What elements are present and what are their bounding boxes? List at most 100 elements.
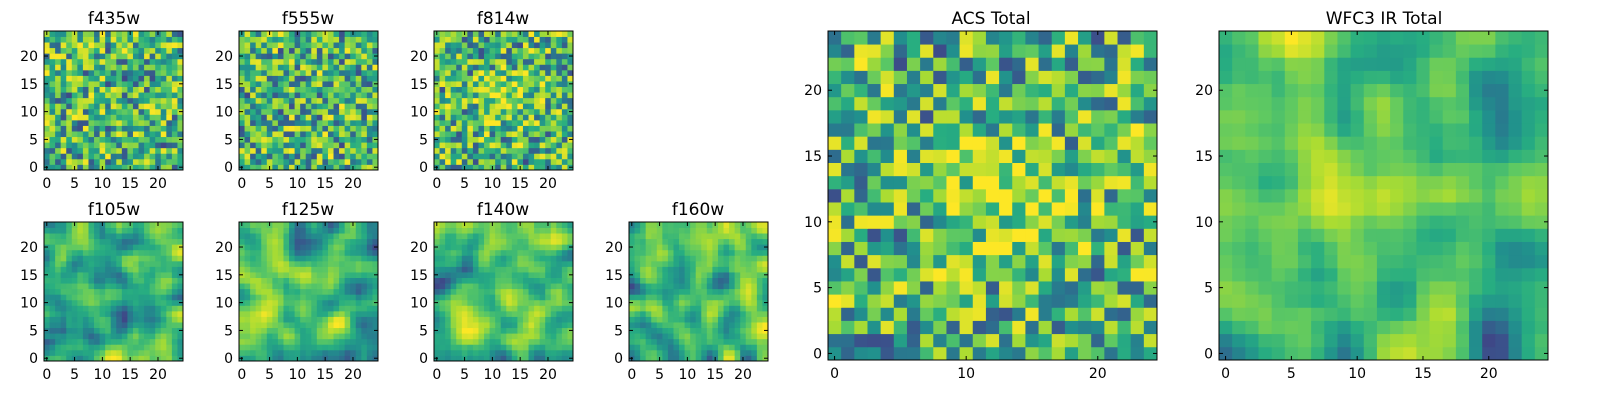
heatmap-cell	[132, 58, 139, 65]
heatmap-cell	[366, 53, 373, 60]
heatmap-cell	[567, 344, 574, 351]
heatmap-cell	[762, 349, 769, 356]
heatmap-cell	[717, 249, 724, 256]
heatmap-cell	[545, 316, 552, 323]
heatmap-cell	[244, 108, 251, 115]
heatmap-cell	[467, 355, 474, 362]
heatmap-cell	[634, 272, 641, 278]
heatmap-cell	[472, 327, 479, 334]
heatmap-cell	[300, 119, 307, 126]
heatmap-cell	[567, 310, 574, 317]
panel-title-f105w: f105w	[88, 200, 140, 220]
heatmap-cell	[255, 305, 262, 312]
heatmap-cell	[361, 164, 368, 171]
heatmap-cell	[556, 294, 563, 301]
heatmap-cell	[82, 255, 89, 262]
heatmap-cell	[239, 64, 245, 71]
heatmap-cell	[244, 164, 251, 171]
heatmap-cell	[434, 75, 440, 82]
heatmap-cell	[49, 344, 56, 351]
heatmap-cells-f125w	[239, 222, 379, 362]
heatmap-cell	[283, 142, 290, 149]
heatmap-cell	[166, 81, 173, 87]
heatmap-cell	[1064, 228, 1079, 242]
heatmap-cell	[461, 288, 468, 295]
heatmap-cell	[467, 327, 474, 334]
heatmap-cell	[1117, 162, 1132, 177]
heatmap-cell	[250, 327, 257, 334]
heatmap-cell	[344, 97, 351, 104]
heatmap-cell	[534, 136, 541, 143]
heatmap-cell	[316, 147, 323, 154]
heatmap-cell	[472, 47, 479, 54]
heatmap-cell	[751, 260, 758, 267]
heatmap-cell	[756, 227, 763, 234]
heatmap-cell	[355, 136, 362, 143]
heatmap-cell	[177, 75, 184, 82]
heatmap-cell	[171, 260, 178, 267]
heatmap-cell	[116, 75, 123, 82]
heatmap-cell	[434, 266, 440, 273]
heatmap-cell	[110, 349, 117, 356]
heatmap-cell	[316, 355, 323, 362]
heatmap-cell	[127, 227, 134, 234]
heatmap-cell	[712, 310, 719, 317]
heatmap-cell	[959, 228, 974, 242]
heatmap-cell	[1064, 346, 1079, 361]
heatmap-cell	[49, 136, 56, 143]
heatmap-cell	[545, 53, 552, 60]
heatmap-cell	[355, 64, 362, 71]
heatmap-cell	[445, 92, 452, 99]
heatmap-cell	[629, 333, 635, 340]
heatmap-cell	[723, 249, 730, 256]
heatmap-cell	[550, 64, 557, 71]
heatmap-cell	[522, 322, 529, 329]
heatmap-cell	[745, 310, 752, 317]
heatmap-cell	[985, 188, 1000, 203]
heatmap-cell	[456, 277, 463, 284]
heatmap-cell	[49, 294, 56, 301]
heatmap-cell	[684, 272, 691, 278]
heatmap-cell	[110, 272, 117, 278]
y-tick-label: 5	[29, 132, 38, 148]
heatmap-cell	[690, 249, 697, 256]
heatmap-cell	[149, 266, 156, 273]
heatmap-cell	[344, 119, 351, 126]
heatmap-cell	[255, 147, 262, 154]
heatmap-cell	[517, 244, 524, 251]
heatmap-cell	[467, 249, 474, 256]
heatmap-cell	[712, 338, 719, 345]
heatmap-cell	[690, 288, 697, 295]
heatmap-cell	[450, 64, 457, 71]
heatmap-cell	[528, 42, 535, 49]
heatmap-cell	[522, 153, 529, 160]
heatmap-cell	[517, 266, 524, 273]
heatmap-cell	[255, 288, 262, 295]
heatmap-cell	[339, 131, 346, 138]
heatmap-cell	[250, 238, 257, 245]
heatmap-cell	[77, 333, 84, 340]
heatmap-cell	[461, 344, 468, 351]
heatmap-cell	[55, 92, 62, 99]
heatmap-cell	[545, 75, 552, 82]
heatmap-cell	[1078, 241, 1092, 256]
heatmap-cell	[71, 344, 78, 351]
heatmap-cell	[461, 42, 468, 49]
heatmap-cell	[289, 58, 295, 65]
heatmap-cell	[294, 86, 301, 93]
heatmap-cell	[495, 119, 502, 126]
heatmap-cell	[71, 272, 78, 278]
heatmap-cell	[467, 260, 474, 267]
heatmap-cell	[517, 119, 524, 126]
heatmap-cell	[854, 175, 868, 190]
heatmap-cell	[344, 338, 351, 345]
heatmap-cell	[495, 294, 502, 301]
heatmap-cell	[149, 272, 156, 278]
heatmap-cell	[311, 153, 318, 160]
heatmap-cell	[339, 316, 346, 323]
heatmap-cell	[166, 305, 173, 312]
heatmap-cell	[985, 267, 1000, 282]
heatmap-cell	[372, 294, 379, 301]
heatmap-cell	[132, 233, 139, 240]
heatmap-cell	[1091, 241, 1105, 256]
